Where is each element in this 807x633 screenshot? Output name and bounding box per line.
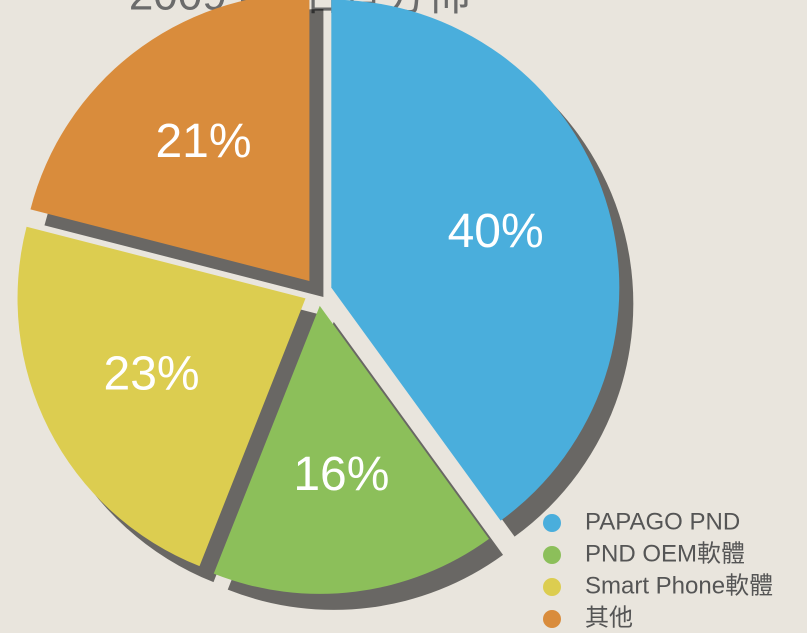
legend-label: 其他	[585, 604, 633, 631]
legend-marker	[543, 514, 561, 532]
data-label: 40%	[448, 205, 544, 258]
slice	[30, 0, 310, 281]
legend-marker	[543, 610, 561, 628]
slice	[17, 226, 306, 567]
legend-label: Smart Phone軟體	[585, 572, 773, 599]
legend-marker	[543, 578, 561, 596]
data-label: 23%	[104, 347, 200, 400]
legend-label: PND OEM軟體	[585, 540, 745, 567]
slice	[213, 305, 490, 594]
legend-marker	[543, 546, 561, 564]
slice	[331, 0, 620, 521]
data-label: 16%	[293, 448, 389, 501]
data-label: 21%	[155, 115, 251, 168]
legend-label: PAPAGO PND	[585, 508, 740, 535]
